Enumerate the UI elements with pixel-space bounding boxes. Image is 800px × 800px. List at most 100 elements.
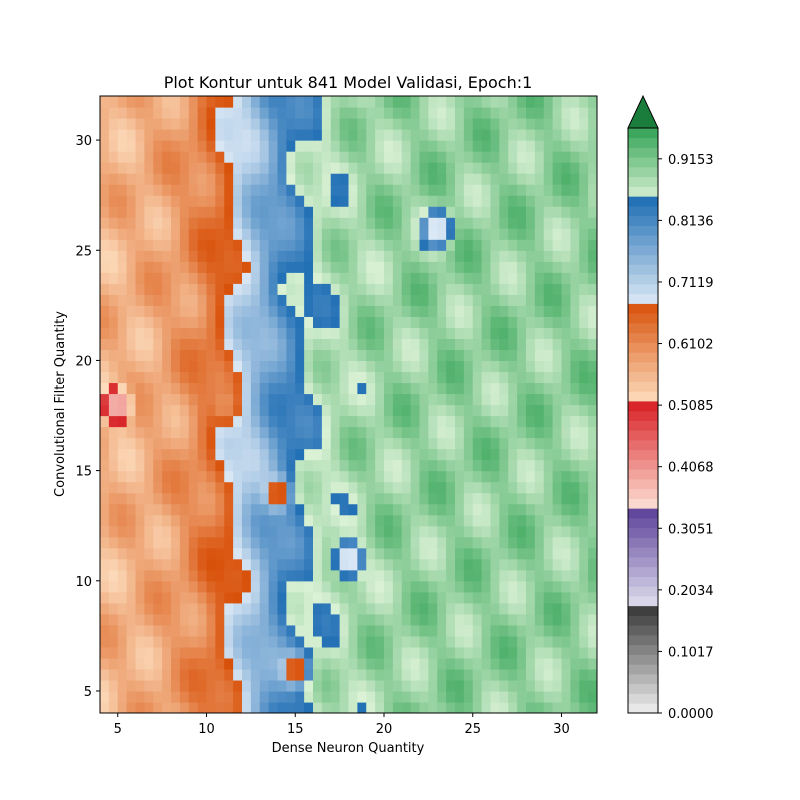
- contour-cell: [543, 184, 554, 196]
- contour-cell: [304, 646, 314, 659]
- contour-cell: [401, 558, 412, 571]
- contour-cell: [144, 360, 154, 373]
- contour-cell: [490, 305, 500, 317]
- contour-cell: [100, 624, 110, 637]
- contour-cell: [321, 349, 332, 362]
- contour-cell: [384, 525, 394, 538]
- contour-cell: [313, 415, 323, 428]
- contour-cell: [419, 195, 429, 207]
- contour-cell: [579, 558, 589, 571]
- contour-cell: [153, 701, 163, 713]
- contour-cell: [259, 184, 270, 196]
- contour-cell: [268, 272, 279, 284]
- contour-cell: [455, 294, 465, 306]
- contour-cell: [428, 305, 438, 317]
- contour-cell: [179, 162, 190, 174]
- contour-cell: [428, 338, 438, 351]
- contour-cell: [410, 382, 421, 395]
- contour-cell: [304, 305, 314, 317]
- contour-cell: [552, 668, 563, 681]
- contour-cell: [277, 415, 287, 428]
- contour-cell: [117, 668, 128, 681]
- contour-cell: [277, 228, 287, 240]
- contour-cell: [224, 382, 234, 395]
- contour-cell: [277, 503, 287, 516]
- contour-cell: [526, 470, 536, 483]
- colorbar-band: [628, 469, 658, 480]
- contour-cell: [313, 635, 323, 648]
- contour-cell: [455, 239, 465, 251]
- contour-cell: [552, 635, 563, 648]
- contour-cell: [375, 261, 385, 273]
- contour-cell: [153, 195, 163, 207]
- contour-cell: [295, 107, 305, 119]
- contour-cell: [508, 173, 518, 185]
- contour-cell: [561, 646, 571, 659]
- contour-cell: [188, 591, 199, 604]
- contour-cell: [579, 206, 589, 218]
- contour-cell: [543, 217, 554, 229]
- contour-cell: [117, 96, 128, 108]
- contour-cell: [242, 470, 252, 483]
- contour-cell: [171, 701, 181, 713]
- contour-cell: [250, 393, 261, 406]
- contour-cell: [179, 184, 190, 196]
- contour-cell: [446, 547, 456, 560]
- contour-cell: [144, 602, 154, 615]
- contour-cell: [313, 646, 323, 659]
- contour-cell: [366, 635, 376, 648]
- contour-cell: [171, 239, 181, 251]
- contour-cell: [197, 580, 208, 593]
- contour-cell: [534, 151, 545, 163]
- contour-cell: [375, 294, 385, 306]
- contour-cell: [419, 129, 429, 141]
- contour-cell: [401, 448, 412, 461]
- contour-cell: [295, 250, 305, 262]
- contour-cell: [375, 404, 385, 417]
- contour-cell: [384, 470, 394, 483]
- contour-cell: [108, 393, 119, 406]
- contour-cell: [339, 206, 350, 218]
- contour-cell: [419, 448, 429, 461]
- contour-cell: [428, 426, 438, 439]
- contour-cell: [401, 96, 412, 108]
- contour-cell: [375, 624, 385, 637]
- contour-cell: [348, 96, 358, 108]
- contour-cell: [224, 151, 234, 163]
- contour-cell: [392, 448, 403, 461]
- contour-cell: [250, 635, 261, 648]
- contour-cell: [250, 360, 261, 373]
- contour-cell: [552, 459, 563, 472]
- contour-cell: [206, 195, 216, 207]
- contour-cell: [534, 371, 545, 384]
- contour-cell: [135, 503, 145, 516]
- contour-cell: [242, 679, 252, 692]
- contour-cell: [455, 305, 465, 317]
- contour-cell: [259, 173, 270, 185]
- contour-cell: [508, 129, 518, 141]
- contour-cell: [499, 371, 509, 384]
- contour-cell: [233, 613, 243, 626]
- contour-cell: [543, 96, 554, 108]
- contour-cell: [215, 261, 225, 273]
- colorbar-band: [628, 430, 658, 441]
- contour-cell: [446, 679, 456, 692]
- contour-cell: [153, 613, 163, 626]
- contour-cell: [455, 272, 465, 284]
- contour-cell: [392, 360, 403, 373]
- contour-cell: [250, 382, 261, 395]
- contour-cell: [277, 294, 287, 306]
- contour-cell: [534, 349, 545, 362]
- contour-cell: [384, 514, 394, 527]
- contour-cell: [570, 536, 580, 549]
- contour-cell: [490, 404, 500, 417]
- contour-cell: [579, 668, 589, 681]
- contour-cell: [171, 602, 181, 615]
- contour-cell: [233, 393, 243, 406]
- contour-cell: [455, 415, 465, 428]
- contour-cell: [321, 591, 332, 604]
- contour-cell: [490, 162, 500, 174]
- contour-cell: [179, 657, 190, 670]
- contour-cell: [579, 96, 589, 108]
- contour-cell: [348, 503, 358, 516]
